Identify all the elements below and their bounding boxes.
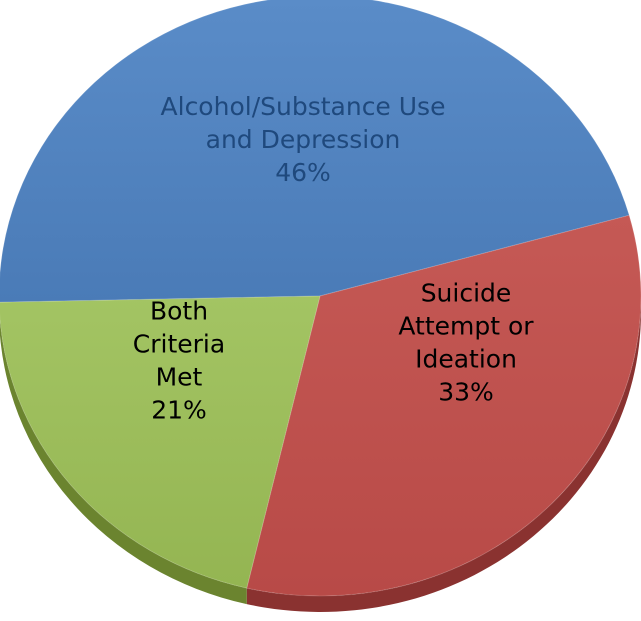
pie-slice-label: Alcohol/Substance Use and Depression 46% — [161, 92, 446, 187]
pie-slice-label-line: Criteria — [133, 330, 225, 359]
pie-slice-side — [0, 318, 247, 605]
pie-slice-label-line: and Depression — [206, 125, 401, 154]
pie-slice-label: Suicide Attempt or Ideation 33% — [398, 279, 534, 407]
pie-slice-label-line: Attempt or — [398, 312, 534, 341]
pie-slice-percent: 21% — [151, 396, 207, 425]
pie-slice-percent: 46% — [275, 158, 331, 187]
pie-slice — [0, 295, 321, 589]
pie-slice-label: Both Criteria Met 21% — [133, 297, 225, 425]
pie-slice-label-line: Ideation — [415, 345, 517, 374]
pie-slice — [0, 0, 630, 303]
pie-slice-label-line: Alcohol/Substance Use — [161, 92, 446, 121]
pie-slice-label-line: Both — [150, 297, 208, 326]
pie-slice-percent: 33% — [438, 378, 494, 407]
pie-slice-label-line: Suicide — [421, 279, 512, 308]
pie-slice-label-line: Met — [156, 363, 203, 392]
pie-labels: Alcohol/Substance Use and Depression 46% Su… — [133, 92, 535, 425]
pie-sides — [0, 296, 641, 612]
pie-slices — [0, 0, 641, 597]
